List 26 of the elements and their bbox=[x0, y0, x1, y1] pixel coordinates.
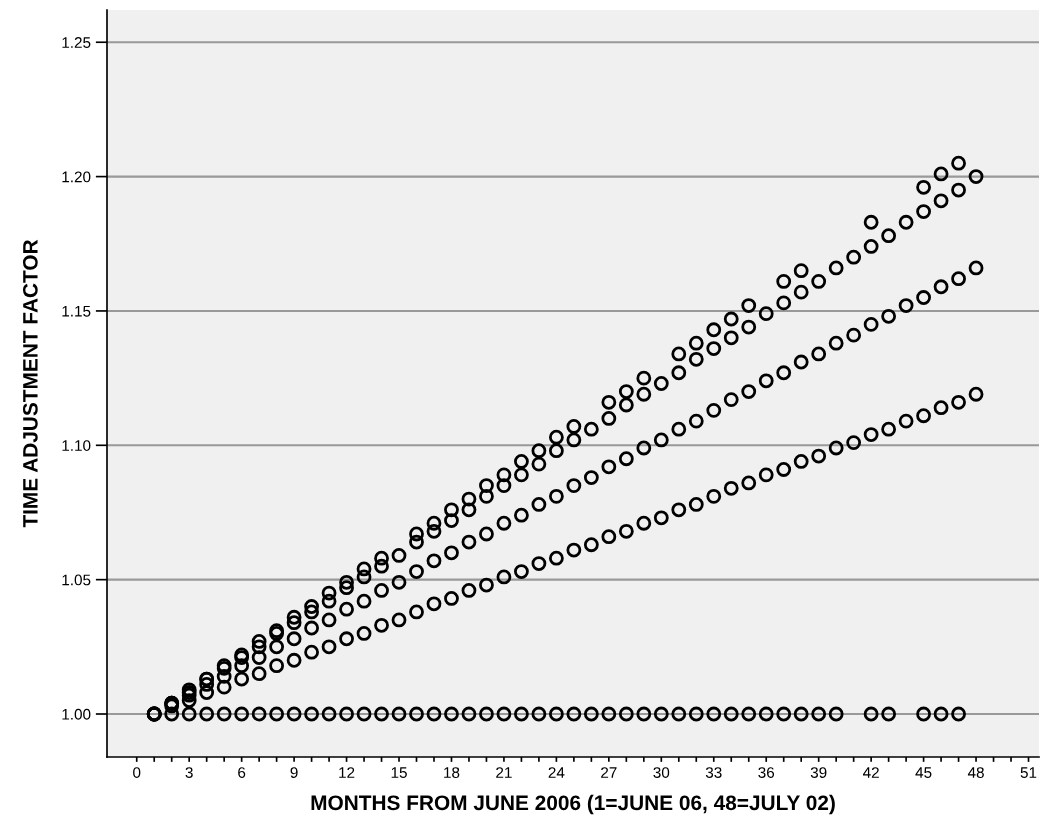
x-tick-label: 3 bbox=[185, 767, 193, 778]
x-tick-label: 36 bbox=[758, 767, 775, 778]
y-axis-title: TIME ADJUSTMENT FACTOR bbox=[22, 239, 38, 528]
x-tick-label: 30 bbox=[653, 767, 670, 778]
x-tick-label: 45 bbox=[915, 767, 932, 778]
y-tick-label: 1.25 bbox=[62, 37, 91, 48]
x-tick-label: 6 bbox=[238, 767, 246, 778]
x-tick-label: 9 bbox=[290, 767, 298, 778]
y-tick-label: 1.00 bbox=[62, 708, 91, 720]
x-tick-label: 48 bbox=[967, 767, 984, 778]
x-tick-label: 0 bbox=[133, 767, 141, 778]
x-tick-label: 21 bbox=[496, 767, 512, 778]
x-tick-label: 33 bbox=[705, 767, 722, 778]
x-tick-label: 18 bbox=[444, 767, 460, 778]
x-tick-label: 42 bbox=[862, 767, 879, 778]
x-tick-label: 24 bbox=[548, 767, 565, 778]
y-tick-label: 1.15 bbox=[62, 305, 91, 317]
x-tick-label: 39 bbox=[810, 767, 827, 778]
x-axis-title: MONTHS FROM JUNE 2006 (1=JUNE 06, 48=JULY 02) bbox=[311, 794, 835, 815]
x-tick-label: 51 bbox=[1020, 767, 1037, 778]
y-tick-label: 1.20 bbox=[62, 171, 91, 183]
y-tick-label: 1.10 bbox=[62, 440, 91, 451]
x-tick-label: 15 bbox=[391, 767, 407, 778]
x-tick-label: 12 bbox=[339, 767, 355, 778]
y-tick-label: 1.05 bbox=[62, 574, 91, 586]
x-tick-label: 27 bbox=[601, 767, 617, 778]
